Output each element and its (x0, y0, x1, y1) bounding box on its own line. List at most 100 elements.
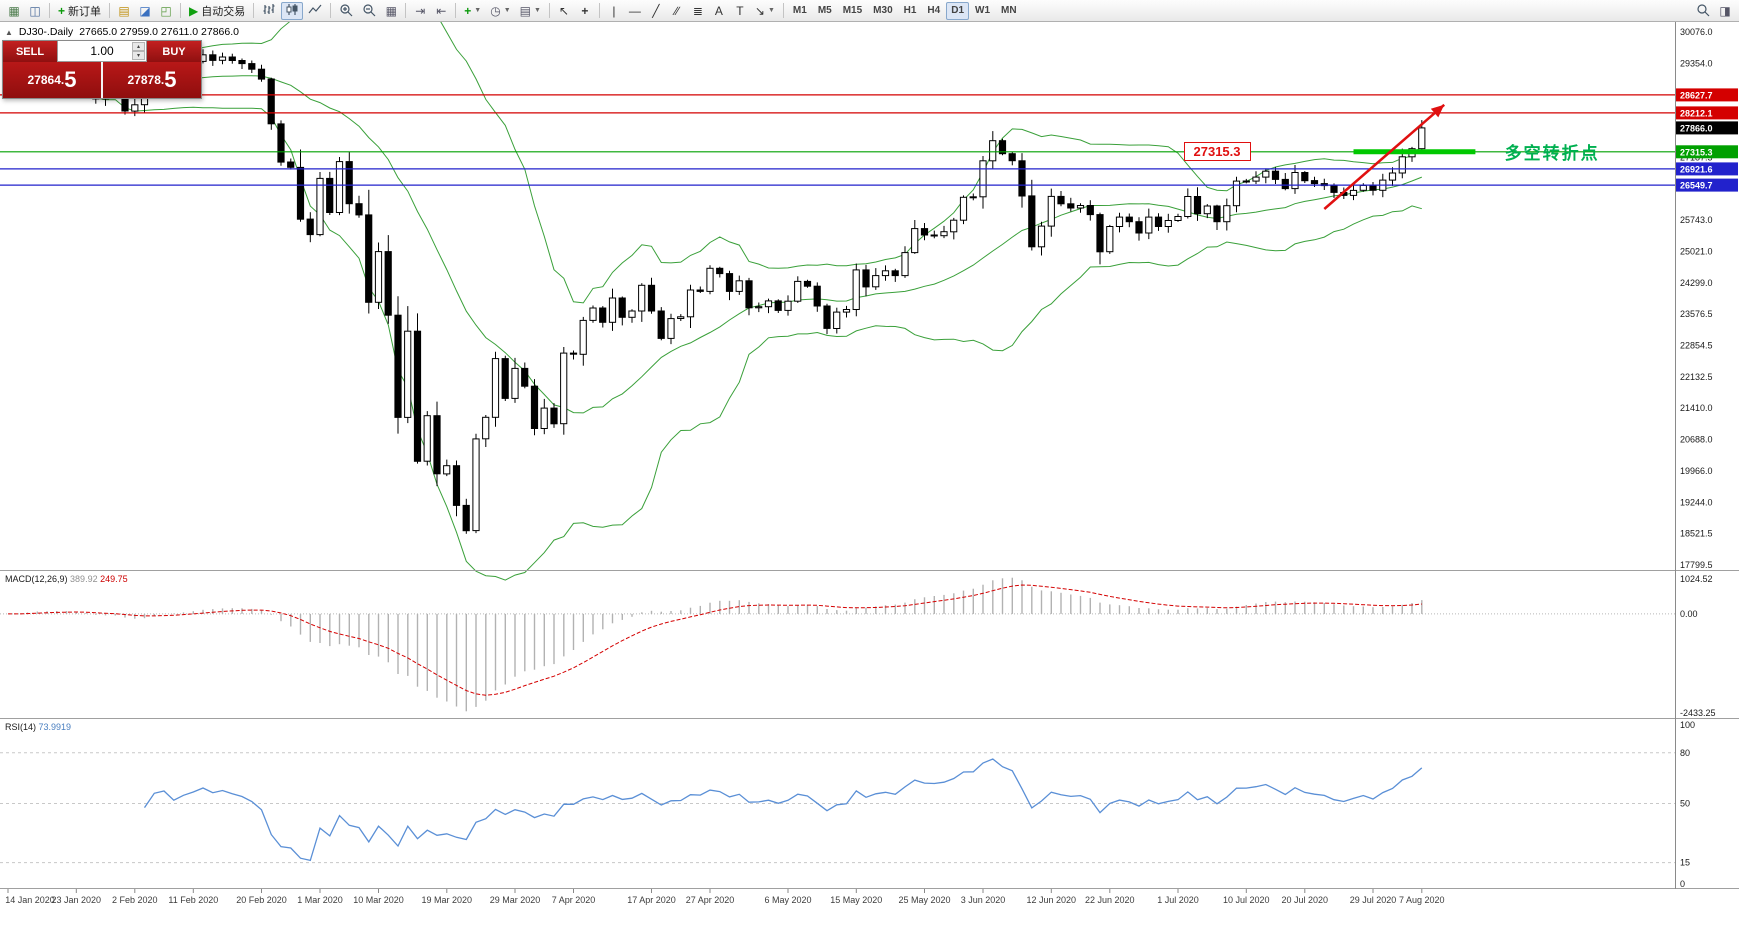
indicators-button[interactable]: + ▼ (460, 2, 485, 20)
channel-icon: ∕∕ (674, 3, 679, 18)
rsi-value: 73.9919 (38, 722, 72, 732)
toolbar-separator (330, 3, 332, 18)
svg-text:27315.3: 27315.3 (1680, 147, 1713, 157)
chart-bars-button[interactable] (258, 2, 280, 20)
svg-text:19 Mar 2020: 19 Mar 2020 (422, 895, 473, 905)
chart-candles-button[interactable] (281, 1, 304, 20)
svg-text:26549.7: 26549.7 (1680, 181, 1713, 191)
new-order-button-label: 新订单 (68, 5, 102, 18)
svg-text:23576.5: 23576.5 (1680, 309, 1713, 319)
svg-text:27866.0: 27866.0 (1680, 123, 1713, 133)
auto-trading-button[interactable]: ▶ 自动交易 (185, 2, 249, 20)
chevron-down-icon: ▼ (767, 7, 775, 14)
svg-text:-2433.25: -2433.25 (1680, 708, 1716, 718)
zoom-out-button[interactable] (358, 2, 380, 20)
sell-price-big: 5 (64, 67, 77, 92)
tile-windows-icon: ▦ (385, 3, 397, 18)
new-order-button[interactable]: + 新订单 (54, 2, 105, 20)
crosshair-button[interactable]: + (575, 2, 595, 20)
channel-button[interactable]: ∕∕ (667, 2, 687, 20)
svg-text:6 May 2020: 6 May 2020 (764, 895, 811, 905)
rsi-line (143, 758, 1423, 862)
trend-arrow[interactable] (1323, 103, 1446, 210)
window-list-button[interactable]: ◫ (25, 2, 45, 20)
svg-text:27 Apr 2020: 27 Apr 2020 (686, 895, 735, 905)
price-badge-26549.7: 26549.7 (1676, 178, 1738, 192)
zoom-out-icon (362, 3, 376, 19)
volume-up-button[interactable]: ▴ (132, 42, 145, 51)
svg-text:7 Aug 2020: 7 Aug 2020 (1399, 895, 1445, 905)
price-badge-26921.6: 26921.6 (1676, 162, 1738, 176)
svg-text:3 Jun 2020: 3 Jun 2020 (961, 895, 1006, 905)
text-icon: A (714, 3, 723, 18)
text-label-button[interactable]: T (730, 2, 750, 20)
macd-histogram (17, 577, 1423, 712)
fibonacci-button[interactable]: ≣ (688, 2, 708, 20)
sell-header-button[interactable]: SELL (3, 41, 57, 62)
cursor-icon: ↖ (558, 3, 569, 18)
svg-text:1 Mar 2020: 1 Mar 2020 (297, 895, 343, 905)
toolbar-separator (598, 3, 600, 18)
timeframe-mn-button[interactable]: MN (1001, 5, 1017, 16)
toolbar-separator (180, 3, 182, 18)
timeframe-d1-button[interactable]: D1 (946, 1, 970, 20)
vertical-line-icon: | (612, 3, 616, 18)
sell-price-small: 27864. (27, 73, 65, 87)
periods-button[interactable]: ◷ ▼ (486, 2, 514, 20)
arrows-icon: ↘ (754, 3, 765, 18)
new-chart-button[interactable]: ▦ (4, 2, 24, 20)
chart-info-line: ▲ DJ30-.Daily 27665.0 27959.0 27611.0 27… (5, 26, 239, 38)
new-chart-icon: ▦ (8, 3, 20, 18)
market-watch-button[interactable]: ▤ (114, 2, 134, 20)
timeframe-h1-button[interactable]: H1 (903, 5, 917, 16)
svg-text:28627.7: 28627.7 (1680, 90, 1713, 100)
svg-text:100: 100 (1680, 720, 1695, 730)
navigator-button[interactable]: ◰ (156, 2, 176, 20)
sell-button[interactable]: 27864. 5 (3, 62, 101, 98)
svg-text:18521.5: 18521.5 (1680, 529, 1713, 539)
turning-point-note[interactable]: 多空转折点 (1504, 144, 1600, 164)
timeframe-h4-button[interactable]: H4 (927, 5, 941, 16)
timeframe-m30-button[interactable]: M30 (873, 5, 893, 16)
buy-header-button[interactable]: BUY (147, 41, 201, 62)
auto-scroll-button[interactable]: ⇥ (410, 2, 430, 20)
buy-button[interactable]: 27878. 5 (103, 62, 201, 98)
price-callout[interactable]: 27315.3 (1183, 142, 1251, 162)
svg-text:10 Mar 2020: 10 Mar 2020 (353, 895, 404, 905)
zoom-in-button[interactable] (335, 2, 357, 20)
tile-windows-button[interactable]: ▦ (381, 2, 401, 20)
arrows-button[interactable]: ↘ ▼ (751, 2, 779, 20)
quick-panel-button[interactable]: ◨ (1715, 2, 1735, 20)
chart-shift-button[interactable]: ⇤ (431, 2, 451, 20)
timeframe-m15-button[interactable]: M15 (842, 5, 863, 16)
trendline-button[interactable]: ╱ (646, 2, 666, 20)
zoom-in-icon (339, 3, 353, 19)
horizontal-line-button[interactable]: — (625, 2, 645, 20)
ohlc-label: 27665.0 27959.0 27611.0 27866.0 (79, 26, 239, 38)
text-button[interactable]: A (709, 2, 729, 20)
vertical-line-button[interactable]: | (604, 2, 624, 20)
new-order-icon: + (58, 3, 66, 18)
volume-input[interactable]: 1.00 ▴ ▾ (57, 41, 147, 62)
chart-line-button[interactable] (304, 2, 326, 20)
navigator-icon: ◰ (160, 3, 172, 18)
volume-down-button[interactable]: ▾ (132, 51, 145, 60)
timeframe-w1-button[interactable]: W1 (975, 5, 991, 16)
search-icon (1696, 3, 1710, 19)
chart-shift-icon: ⇤ (436, 3, 447, 18)
toolbar-separator (109, 3, 111, 18)
svg-text:22132.5: 22132.5 (1680, 372, 1713, 382)
search-button[interactable] (1692, 2, 1714, 20)
data-window-button[interactable]: ◪ (135, 2, 155, 20)
price-badge-27866.0: 27866.0 (1676, 121, 1738, 135)
one-click-toggle-icon[interactable]: ▲ (5, 27, 13, 37)
timeframe-m1-button[interactable]: M1 (792, 5, 807, 16)
svg-text:14 Jan 2020: 14 Jan 2020 (5, 895, 55, 905)
cursor-button[interactable]: ↖ (554, 2, 574, 20)
price-badge-28212.1: 28212.1 (1676, 106, 1738, 120)
macd-signal-value: 249.75 (100, 574, 128, 584)
timeframe-m5-button[interactable]: M5 (817, 5, 832, 16)
templates-button[interactable]: ▤ ▼ (516, 2, 545, 20)
